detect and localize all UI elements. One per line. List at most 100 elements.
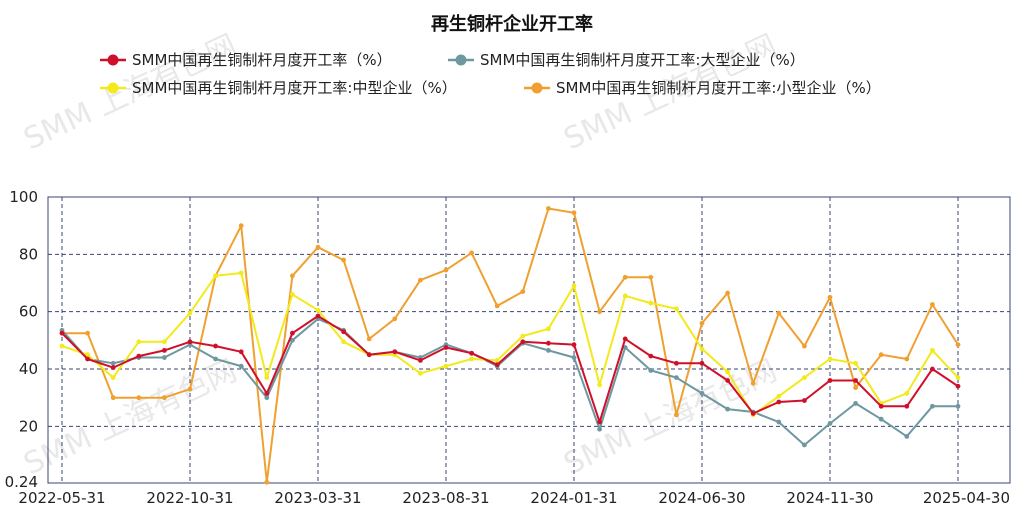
data-point (238, 349, 244, 355)
data-point (315, 307, 321, 313)
x-tick-label: 2024-06-30 (658, 489, 745, 507)
data-point (546, 347, 551, 353)
data-point (930, 302, 935, 307)
series-layer (59, 206, 961, 485)
data-point (904, 390, 910, 396)
legend-label: SMM中国再生铜制杆月度开工率（%） (132, 51, 392, 69)
data-point (290, 330, 295, 336)
data-point (110, 365, 116, 370)
y-tick-label-min: 0.24 (5, 473, 38, 491)
data-point (136, 353, 142, 359)
data-point (494, 362, 500, 368)
data-point (290, 273, 295, 279)
data-point (315, 313, 321, 319)
data-point (648, 300, 654, 306)
data-point (238, 270, 244, 276)
data-point (597, 426, 602, 432)
series-line (62, 207, 959, 484)
data-point (264, 395, 270, 401)
data-point (827, 378, 833, 383)
data-point (520, 289, 526, 295)
grid (47, 196, 1011, 484)
data-point (571, 355, 577, 360)
data-point (648, 368, 654, 373)
data-point (213, 273, 219, 279)
y-tick-label: 100 (9, 188, 38, 206)
x-tick-label: 2023-08-31 (402, 489, 489, 507)
data-point (443, 363, 449, 369)
data-point (597, 382, 602, 388)
x-tick-label: 2022-10-31 (146, 489, 233, 507)
data-point (162, 395, 167, 401)
data-point (674, 306, 679, 312)
data-point (136, 395, 142, 401)
data-point (341, 329, 346, 335)
data-point (725, 406, 730, 412)
data-point (315, 244, 321, 250)
data-point (290, 292, 295, 297)
data-point (725, 369, 730, 375)
data-point (392, 349, 398, 355)
data-point (904, 403, 910, 409)
x-tick-label: 2024-11-30 (786, 489, 873, 507)
data-point (878, 352, 884, 358)
data-point (699, 390, 705, 396)
data-point (955, 383, 961, 389)
legend-label: SMM中国再生铜制杆月度开工率:小型企业（%） (556, 79, 881, 97)
y-tick-label: 60 (19, 303, 38, 321)
data-point (290, 337, 295, 343)
legend-item-2: SMM中国再生铜制杆月度开工率:大型企业（%） (448, 51, 805, 69)
x-tick-label: 2024-01-31 (530, 489, 617, 507)
data-point (878, 416, 884, 422)
legend-marker (455, 54, 467, 66)
data-point (469, 250, 474, 256)
series-1 (59, 313, 961, 425)
data-point (674, 412, 679, 418)
data-point (725, 378, 730, 383)
data-point (213, 343, 219, 349)
data-point (213, 356, 219, 362)
data-point (622, 293, 628, 299)
series-4 (59, 206, 961, 485)
data-point (853, 378, 858, 383)
data-point (418, 358, 423, 363)
data-point (110, 375, 116, 381)
data-point (443, 345, 449, 350)
data-point (494, 303, 500, 309)
data-point (264, 479, 270, 485)
data-point (366, 352, 372, 358)
watermark-3: SMM 上海有色网 (19, 353, 243, 482)
data-point (853, 401, 858, 406)
data-point (110, 395, 116, 401)
data-point (776, 399, 782, 405)
x-tick-label: 2022-05-31 (18, 489, 105, 507)
y-tick-label: 80 (19, 245, 38, 263)
x-tick-label: 2025-04-30 (923, 489, 1010, 507)
data-point (802, 375, 807, 381)
data-point (187, 386, 193, 392)
data-point (853, 385, 858, 391)
y-tick-label: 20 (19, 417, 38, 435)
data-point (699, 346, 705, 352)
data-point (597, 309, 602, 315)
data-point (648, 353, 654, 359)
data-point (520, 333, 526, 339)
legend-item-1: SMM中国再生铜制杆月度开工率（%） (100, 51, 392, 69)
data-point (187, 339, 193, 345)
data-point (571, 342, 577, 348)
data-point (264, 375, 270, 381)
data-point (904, 433, 910, 439)
x-tick-label: 2023-03-31 (274, 489, 361, 507)
data-point (827, 421, 833, 426)
data-point (162, 347, 167, 353)
data-point (238, 363, 244, 369)
data-point (853, 360, 858, 366)
data-point (878, 403, 884, 409)
data-point (955, 342, 961, 348)
data-point (392, 316, 398, 322)
plot-frame (47, 196, 1011, 484)
data-point (622, 274, 628, 280)
data-point (85, 356, 90, 362)
data-point (341, 339, 346, 345)
